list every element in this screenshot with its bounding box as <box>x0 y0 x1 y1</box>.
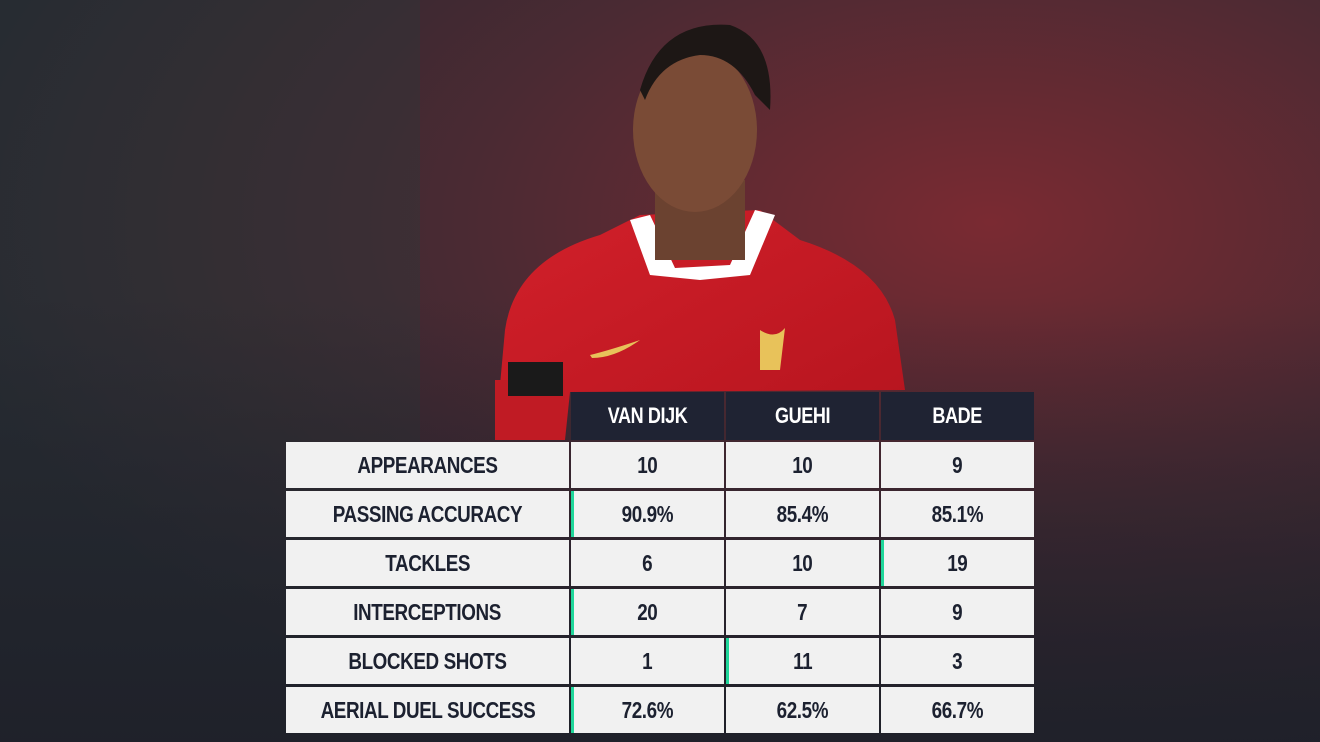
stat-value-text: 11 <box>792 647 813 674</box>
stat-value-text: 19 <box>947 549 968 576</box>
stat-value-text: 9 <box>952 451 963 478</box>
stat-value: 9 <box>881 442 1034 488</box>
stat-value: 85.4% <box>726 491 879 537</box>
stat-value: 3 <box>881 638 1034 684</box>
stat-value: 9 <box>881 589 1034 635</box>
row-label: INTERCEPTIONS <box>286 589 569 635</box>
stat-value-text: 85.1% <box>931 500 984 527</box>
stat-value: 72.6% <box>571 687 724 733</box>
leader-marker <box>571 589 574 635</box>
column-header: BADE <box>881 392 1034 440</box>
row-label: AERIAL DUEL SUCCESS <box>286 687 569 733</box>
stat-value-text: 10 <box>637 451 658 478</box>
column-header-text: BADE <box>932 403 983 428</box>
stat-value-text: 3 <box>952 647 963 674</box>
row-label: APPEARANCES <box>286 442 569 488</box>
stat-value-text: 1 <box>642 647 653 674</box>
stat-value: 85.1% <box>881 491 1034 537</box>
leader-marker <box>726 638 729 684</box>
leader-marker <box>881 540 884 586</box>
stat-value: 19 <box>881 540 1034 586</box>
row-label-text: INTERCEPTIONS <box>353 598 502 625</box>
stat-value-text: 6 <box>642 549 653 576</box>
row-label: TACKLES <box>286 540 569 586</box>
row-label-text: TACKLES <box>385 549 470 576</box>
stat-value-text: 90.9% <box>621 500 674 527</box>
stat-value: 10 <box>571 442 724 488</box>
stat-value-text: 72.6% <box>621 696 674 723</box>
leader-marker <box>571 687 574 733</box>
row-label: BLOCKED SHOTS <box>286 638 569 684</box>
stat-value-text: 62.5% <box>776 696 829 723</box>
stat-value: 20 <box>571 589 724 635</box>
stat-value-text: 66.7% <box>931 696 984 723</box>
stat-value: 7 <box>726 589 879 635</box>
stat-value: 66.7% <box>881 687 1034 733</box>
stat-value: 10 <box>726 442 879 488</box>
stat-value: 1 <box>571 638 724 684</box>
row-label-text: APPEARANCES <box>357 451 498 478</box>
stat-value-text: 10 <box>792 549 813 576</box>
stat-value: 10 <box>726 540 879 586</box>
leader-marker <box>571 491 574 537</box>
stat-value-text: 7 <box>797 598 808 625</box>
stat-value-text: 85.4% <box>776 500 829 527</box>
stat-value: 62.5% <box>726 687 879 733</box>
stat-value: 11 <box>726 638 879 684</box>
column-header-text: GUEHI <box>774 403 831 428</box>
stat-value: 90.9% <box>571 491 724 537</box>
row-label-text: AERIAL DUEL SUCCESS <box>320 696 535 723</box>
column-header-text: VAN DIJK <box>607 403 688 428</box>
row-label-text: PASSING ACCURACY <box>332 500 523 527</box>
column-header: VAN DIJK <box>571 392 724 440</box>
stat-value-text: 9 <box>952 598 963 625</box>
stat-value: 6 <box>571 540 724 586</box>
stat-value-text: 20 <box>637 598 658 625</box>
row-label: PASSING ACCURACY <box>286 491 569 537</box>
stat-value-text: 10 <box>792 451 813 478</box>
row-label-text: BLOCKED SHOTS <box>348 647 507 674</box>
column-header: GUEHI <box>726 392 879 440</box>
